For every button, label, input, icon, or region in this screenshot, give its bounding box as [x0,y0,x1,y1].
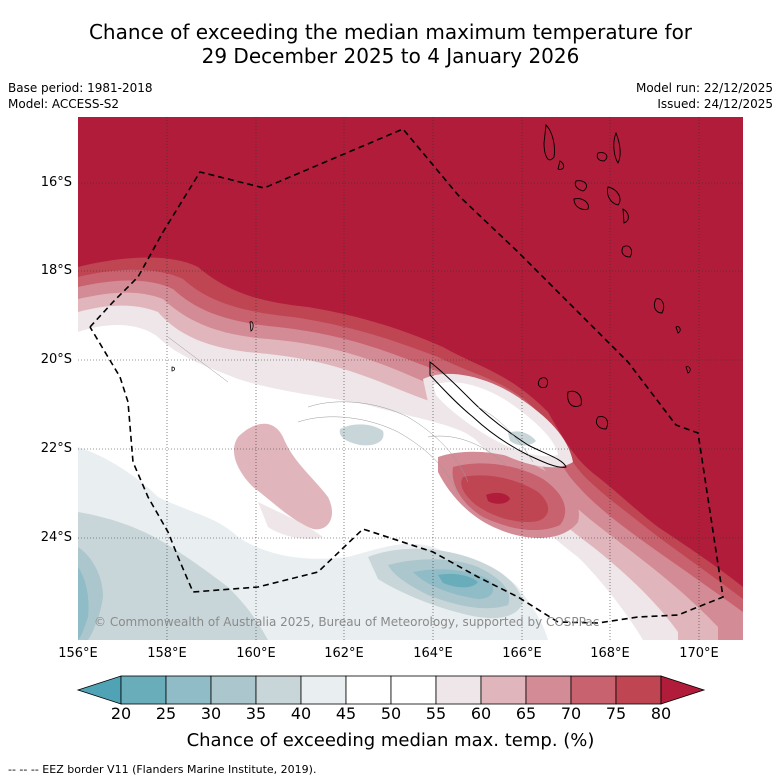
lat-label-22s: 22°S [40,441,72,456]
lon-label-170e: 170°E [679,646,719,661]
lon-label-164e: 164°E [413,646,453,661]
colorbar-tick-label: 40 [290,704,312,723]
colorbar-segment [615,675,662,705]
contour-band-30-west [78,567,89,640]
colorbar-tick-label: 65 [515,704,537,723]
map-title-line1: Chance of exceeding the median maximum t… [88,20,693,44]
base-period: Base period: 1981-2018 [8,81,153,95]
warm-patch-south [258,502,323,539]
vanuatu-islands [543,124,681,334]
colorbar-tick-label: 25 [155,704,177,723]
warm-core-spot [486,492,510,504]
lat-label-18s: 18°S [40,263,72,278]
colorbar [76,675,706,705]
colorbar-segment [570,675,617,705]
colorbar-segment [300,675,347,705]
colorbar-tick-label: 35 [245,704,267,723]
colorbar-segment [255,675,302,705]
contour-band-25 [438,573,478,588]
model-run: Model run: 22/12/2025 [635,81,773,95]
colorbar-segment [345,675,392,705]
lon-label-162e: 162°E [324,646,364,661]
colorbar-segment [210,675,257,705]
colorbar-segment [480,675,527,705]
colorbar-segment [120,675,167,705]
lon-label-166e: 166°E [502,646,542,661]
colorbar-tick-label: 30 [200,704,222,723]
lat-label-20s: 20°S [40,352,72,367]
lon-label-160e: 160°E [236,646,276,661]
colorbar-segment [165,675,212,705]
new-caledonia-coast [429,360,567,468]
model-name: Model: ACCESS-S2 [8,97,120,111]
colorbar-tick-label: 20 [110,704,132,723]
colorbar-tick-label: 45 [335,704,357,723]
loyalty-islands [537,377,609,430]
colorbar-extend-low [76,675,122,705]
map-copyright: © Commonwealth of Australia 2025, Bureau… [94,615,599,629]
lon-label-168e: 168°E [590,646,630,661]
eez-legend: -- -- -- EEZ border V11 (Flanders Marine… [8,763,317,776]
lat-label-16s: 16°S [40,175,72,190]
fine-contours [167,336,534,496]
contour-band-40 [78,512,268,640]
lon-label-156e: 156°E [58,646,98,661]
cool-spot-central [339,424,384,446]
lat-label-24s: 24°S [40,530,72,545]
lon-label-158e: 158°E [147,646,187,661]
map-title-line2: 29 December 2025 to 4 January 2026 [201,44,580,68]
colorbar-tick-label: 70 [560,704,582,723]
colorbar-extend-high [660,675,706,705]
colorbar-segment [435,675,482,705]
small-islets [171,321,691,374]
colorbar-segment [390,675,437,705]
warm-patch-center [233,423,333,530]
colorbar-label: Chance of exceeding median max. temp. (%… [186,730,595,751]
colorbar-tick-label: 60 [470,704,492,723]
colorbar-tick-label: 80 [650,704,672,723]
colorbar-segment [525,675,572,705]
issued-date: Issued: 24/12/2025 [657,97,773,111]
colorbar-tick-label: 75 [605,704,627,723]
colorbar-tick-label: 55 [425,704,447,723]
eez-border [89,128,724,624]
probability-map: © Commonwealth of Australia 2025, Bureau… [78,117,743,640]
colorbar-tick-label: 50 [380,704,402,723]
